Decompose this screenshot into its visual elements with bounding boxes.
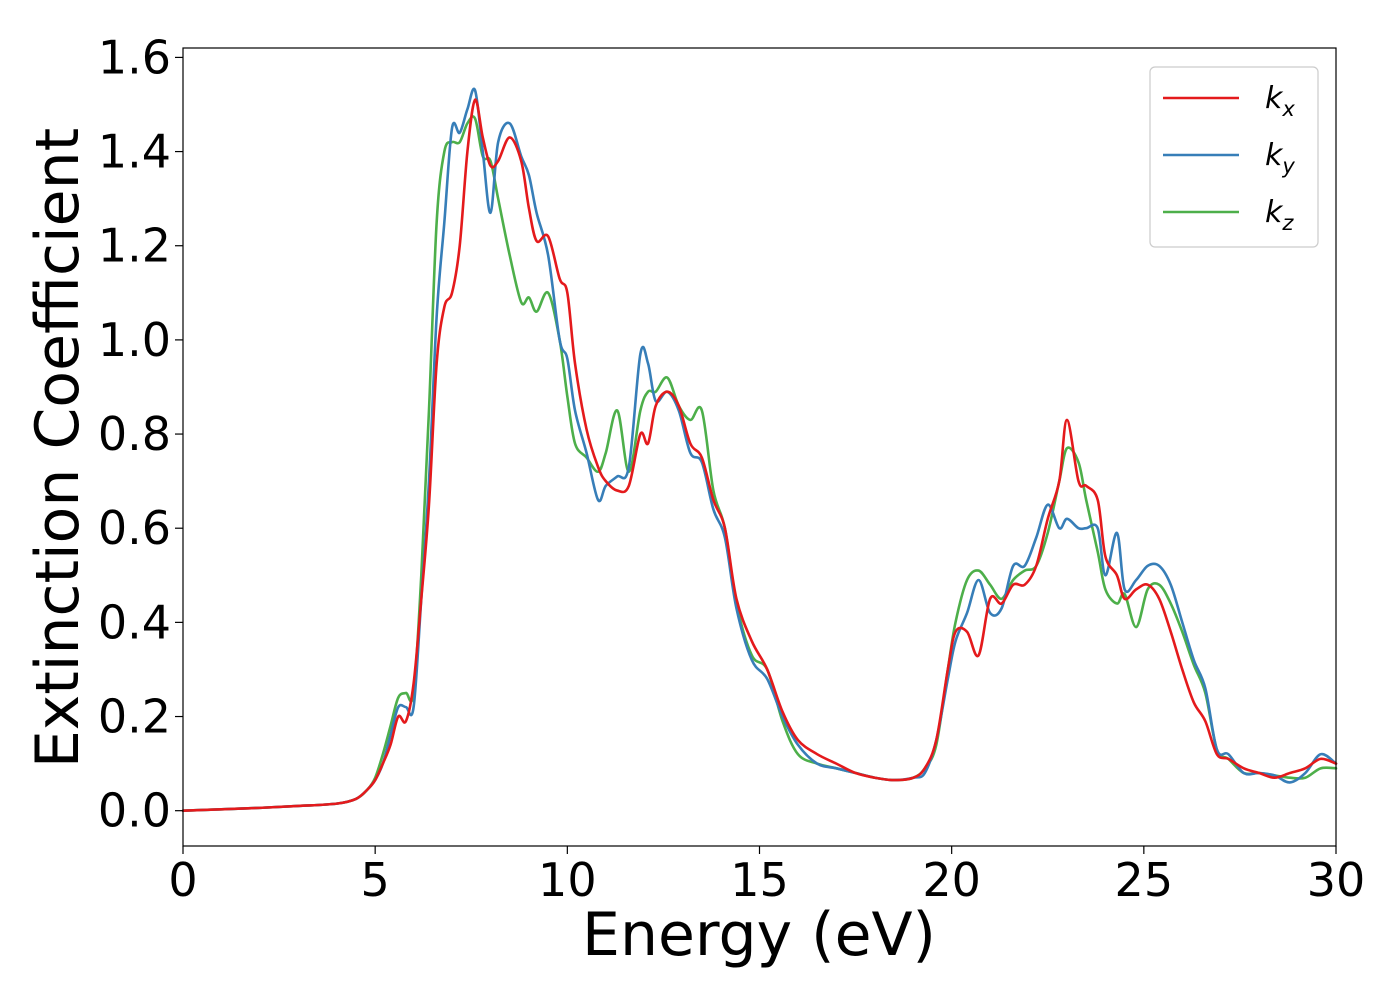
x-tick-label: 15	[730, 853, 789, 907]
y-tick-label: 0.6	[98, 501, 171, 555]
series-line-x	[181, 98, 1338, 812]
legend-label-y: ky	[1265, 138, 1295, 178]
y-tick-label: 1.4	[98, 125, 171, 179]
y-axis-title: Extinction Coefficient	[23, 128, 93, 768]
y-tick-label: 0.8	[98, 407, 171, 461]
x-tick-label: 10	[538, 853, 597, 907]
y-axis-ticks: 0.0 0.2 0.4 0.6 0.8 1.0 1.2 1.4 1.6	[98, 30, 183, 838]
y-tick-label: 1.0	[98, 313, 171, 367]
series-lines	[181, 87, 1338, 812]
y-tick-label: 0.0	[98, 784, 171, 838]
y-tick-label: 1.6	[98, 30, 171, 84]
x-tick-label: 30	[1307, 853, 1366, 907]
x-tick-label: 5	[361, 853, 390, 907]
legend-box	[1149, 66, 1319, 248]
legend-label-z: kz	[1265, 195, 1294, 235]
y-tick-label: 0.4	[98, 595, 171, 649]
legend-label-x: kx	[1265, 81, 1295, 121]
series-line-y	[181, 87, 1338, 812]
x-tick-label: 25	[1115, 853, 1174, 907]
legend-label-base: k	[1265, 138, 1284, 173]
x-axis-title: Energy (eV)	[582, 900, 936, 970]
y-tick-label: 0.2	[98, 690, 171, 744]
y-tick-label: 1.2	[98, 219, 171, 273]
legend-label-subscript: x	[1281, 97, 1295, 121]
x-tick-label: 20	[922, 853, 981, 907]
legend-label-subscript: y	[1281, 154, 1295, 178]
legend-label-base: k	[1265, 81, 1284, 116]
legend-label-subscript: z	[1281, 211, 1294, 235]
x-axis-ticks: 0 5 10 15 20 25 30	[168, 846, 1365, 907]
x-tick-label: 0	[168, 853, 197, 907]
legend-label-base: k	[1265, 195, 1284, 230]
